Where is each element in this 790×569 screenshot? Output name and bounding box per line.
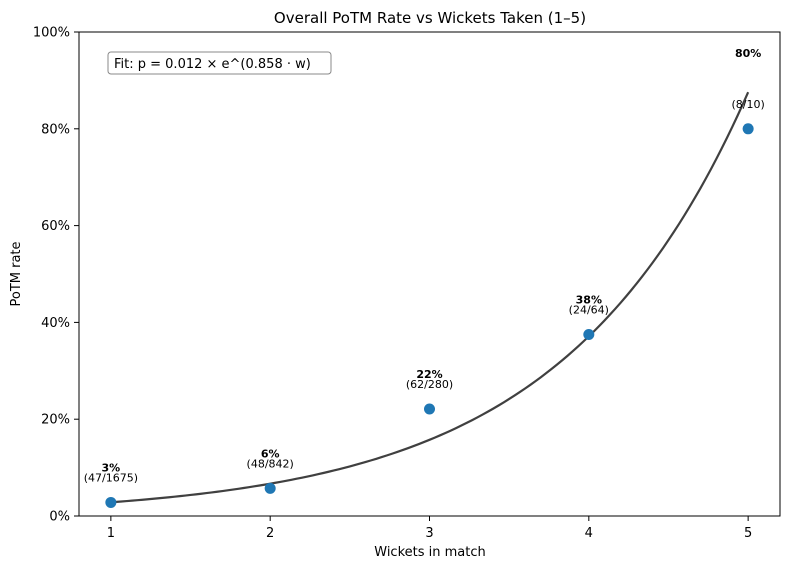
chart-title: Overall PoTM Rate vs Wickets Taken (1–5) — [274, 9, 586, 27]
x-axis-label: Wickets in match — [374, 545, 486, 560]
fit-annotation: Fit: p = 0.012 × e^(0.858 · w) — [107, 51, 332, 75]
x-tick-label: 4 — [585, 526, 593, 541]
data-count-label: (62/280) — [406, 378, 453, 391]
x-tick-label: 2 — [266, 526, 274, 541]
data-count-label: (48/842) — [247, 457, 294, 470]
y-tick-label: 80% — [41, 122, 70, 137]
data-point — [105, 496, 117, 508]
data-percent-label: 3% — [102, 461, 121, 474]
fit-annotation-text: Fit: p = 0.012 × e^(0.858 · w) — [114, 57, 311, 72]
x-tick-label: 5 — [744, 526, 752, 541]
data-count-label: (8/10) — [731, 98, 764, 111]
plot-area-frame — [78, 31, 781, 517]
fit-annotation-box — [107, 51, 332, 75]
y-tick-label: 40% — [41, 316, 70, 331]
y-tick-label: 60% — [41, 219, 70, 234]
data-point — [742, 123, 754, 135]
data-percent-label: 80% — [735, 47, 761, 60]
data-point — [424, 403, 435, 415]
x-axis-ticks: 1 2 3 4 5 — [107, 516, 752, 541]
data-percent-label: 22% — [416, 368, 442, 381]
y-axis-ticks: 0% 20% 40% 60% 80% 100% — [33, 26, 79, 525]
data-count-label: (24/64) — [569, 304, 609, 317]
fit-curve-group — [110, 91, 750, 504]
y-axis-label: PoTM rate — [9, 241, 24, 306]
data-point — [264, 482, 276, 494]
y-tick-label: 100% — [33, 26, 70, 41]
data-percent-label: 6% — [261, 447, 280, 460]
x-tick-label: 1 — [107, 526, 115, 541]
x-tick-label: 3 — [425, 526, 433, 541]
y-tick-label: 20% — [41, 413, 70, 428]
data-point — [583, 329, 595, 340]
data-percent-label: 38% — [576, 294, 602, 307]
data-points-group — [105, 123, 754, 508]
fit-curve-line — [110, 91, 750, 504]
data-labels-group: (47/1675)3% (48/842)6% (62/280)22% (24/64)3… — [84, 47, 765, 485]
y-tick-label: 0% — [49, 510, 70, 525]
data-count-label: (47/1675) — [84, 471, 138, 484]
